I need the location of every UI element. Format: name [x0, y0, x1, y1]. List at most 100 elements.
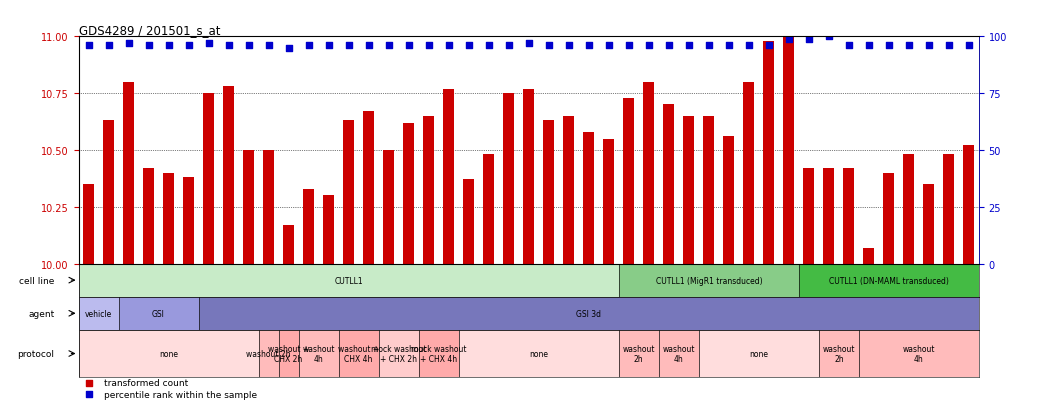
Text: washout
4h: washout 4h	[903, 344, 935, 363]
Bar	[324, 196, 334, 264]
Bar	[563, 116, 574, 264]
Bar	[379, 330, 419, 377]
Bar	[283, 225, 294, 264]
Point	[861, 43, 877, 50]
Point	[320, 43, 337, 50]
Bar	[543, 121, 554, 264]
Text: vehicle: vehicle	[85, 309, 112, 318]
Bar	[743, 83, 754, 264]
Bar	[443, 89, 454, 264]
Text: washout
4h: washout 4h	[663, 344, 695, 363]
Bar	[124, 83, 134, 264]
Bar	[583, 133, 595, 264]
Bar	[803, 169, 815, 264]
Point	[240, 43, 257, 50]
Bar	[343, 121, 354, 264]
Point	[960, 43, 977, 50]
Point	[340, 43, 357, 50]
Bar	[259, 330, 279, 377]
Bar	[864, 248, 874, 264]
Point	[160, 43, 177, 50]
Point	[780, 36, 797, 43]
Point	[760, 43, 777, 50]
Bar	[143, 169, 154, 264]
Point	[881, 43, 897, 50]
Bar	[603, 139, 615, 264]
Text: none: none	[750, 349, 768, 358]
Point	[400, 43, 417, 50]
Bar	[763, 42, 775, 264]
Text: washout 2h: washout 2h	[246, 349, 291, 358]
Point	[461, 43, 477, 50]
Point	[920, 43, 937, 50]
Text: percentile rank within the sample: percentile rank within the sample	[104, 390, 257, 399]
Bar	[619, 264, 799, 297]
Point	[841, 43, 857, 50]
Bar	[884, 173, 894, 264]
Bar	[643, 83, 654, 264]
Point	[120, 40, 137, 47]
Point	[180, 43, 197, 50]
Point	[81, 391, 97, 398]
Point	[621, 43, 638, 50]
Bar	[183, 178, 194, 264]
Point	[380, 43, 397, 50]
Bar	[363, 112, 374, 264]
Bar	[698, 330, 819, 377]
Bar	[664, 105, 674, 264]
Bar	[844, 169, 854, 264]
Point	[720, 43, 737, 50]
Point	[81, 43, 97, 50]
Point	[540, 43, 557, 50]
Bar	[83, 185, 94, 264]
Text: none: none	[529, 349, 549, 358]
Point	[360, 43, 377, 50]
Bar	[524, 89, 534, 264]
Point	[900, 43, 917, 50]
Point	[700, 43, 717, 50]
Bar	[859, 330, 979, 377]
Point	[200, 40, 217, 47]
Text: CUTLL1 (DN-MAML transduced): CUTLL1 (DN-MAML transduced)	[829, 276, 949, 285]
Bar	[459, 330, 619, 377]
Point	[740, 43, 757, 50]
Bar	[79, 330, 259, 377]
Point	[441, 43, 458, 50]
Point	[101, 43, 117, 50]
Bar	[904, 155, 914, 264]
Bar	[799, 264, 979, 297]
Bar	[619, 330, 659, 377]
Text: mock washout
+ CHX 2h: mock washout + CHX 2h	[371, 344, 426, 363]
Text: none: none	[159, 349, 178, 358]
Bar	[383, 151, 394, 264]
Text: CUTLL1: CUTLL1	[334, 276, 363, 285]
Point	[821, 34, 838, 40]
Text: GSI 3d: GSI 3d	[576, 309, 601, 318]
Bar	[659, 330, 698, 377]
Text: cell line: cell line	[19, 276, 54, 285]
Text: washout +
CHX 2h: washout + CHX 2h	[268, 344, 309, 363]
Bar	[943, 155, 955, 264]
Point	[560, 43, 577, 50]
Text: CUTLL1 (MigR1 transduced): CUTLL1 (MigR1 transduced)	[655, 276, 762, 285]
Bar	[79, 297, 118, 330]
Point	[801, 36, 818, 43]
Point	[600, 43, 617, 50]
Point	[641, 43, 658, 50]
Point	[500, 43, 517, 50]
Point	[940, 43, 957, 50]
Bar	[403, 123, 415, 264]
Point	[681, 43, 697, 50]
Bar	[963, 146, 975, 264]
Bar	[723, 137, 734, 264]
Text: GDS4289 / 201501_s_at: GDS4289 / 201501_s_at	[79, 24, 220, 37]
Bar	[263, 151, 274, 264]
Bar	[279, 330, 298, 377]
Text: protocol: protocol	[18, 349, 54, 358]
Text: washout
2h: washout 2h	[823, 344, 855, 363]
Text: washout +
CHX 4h: washout + CHX 4h	[338, 344, 379, 363]
Bar	[118, 297, 199, 330]
Bar	[203, 94, 214, 264]
Bar	[504, 94, 514, 264]
Bar	[103, 121, 114, 264]
